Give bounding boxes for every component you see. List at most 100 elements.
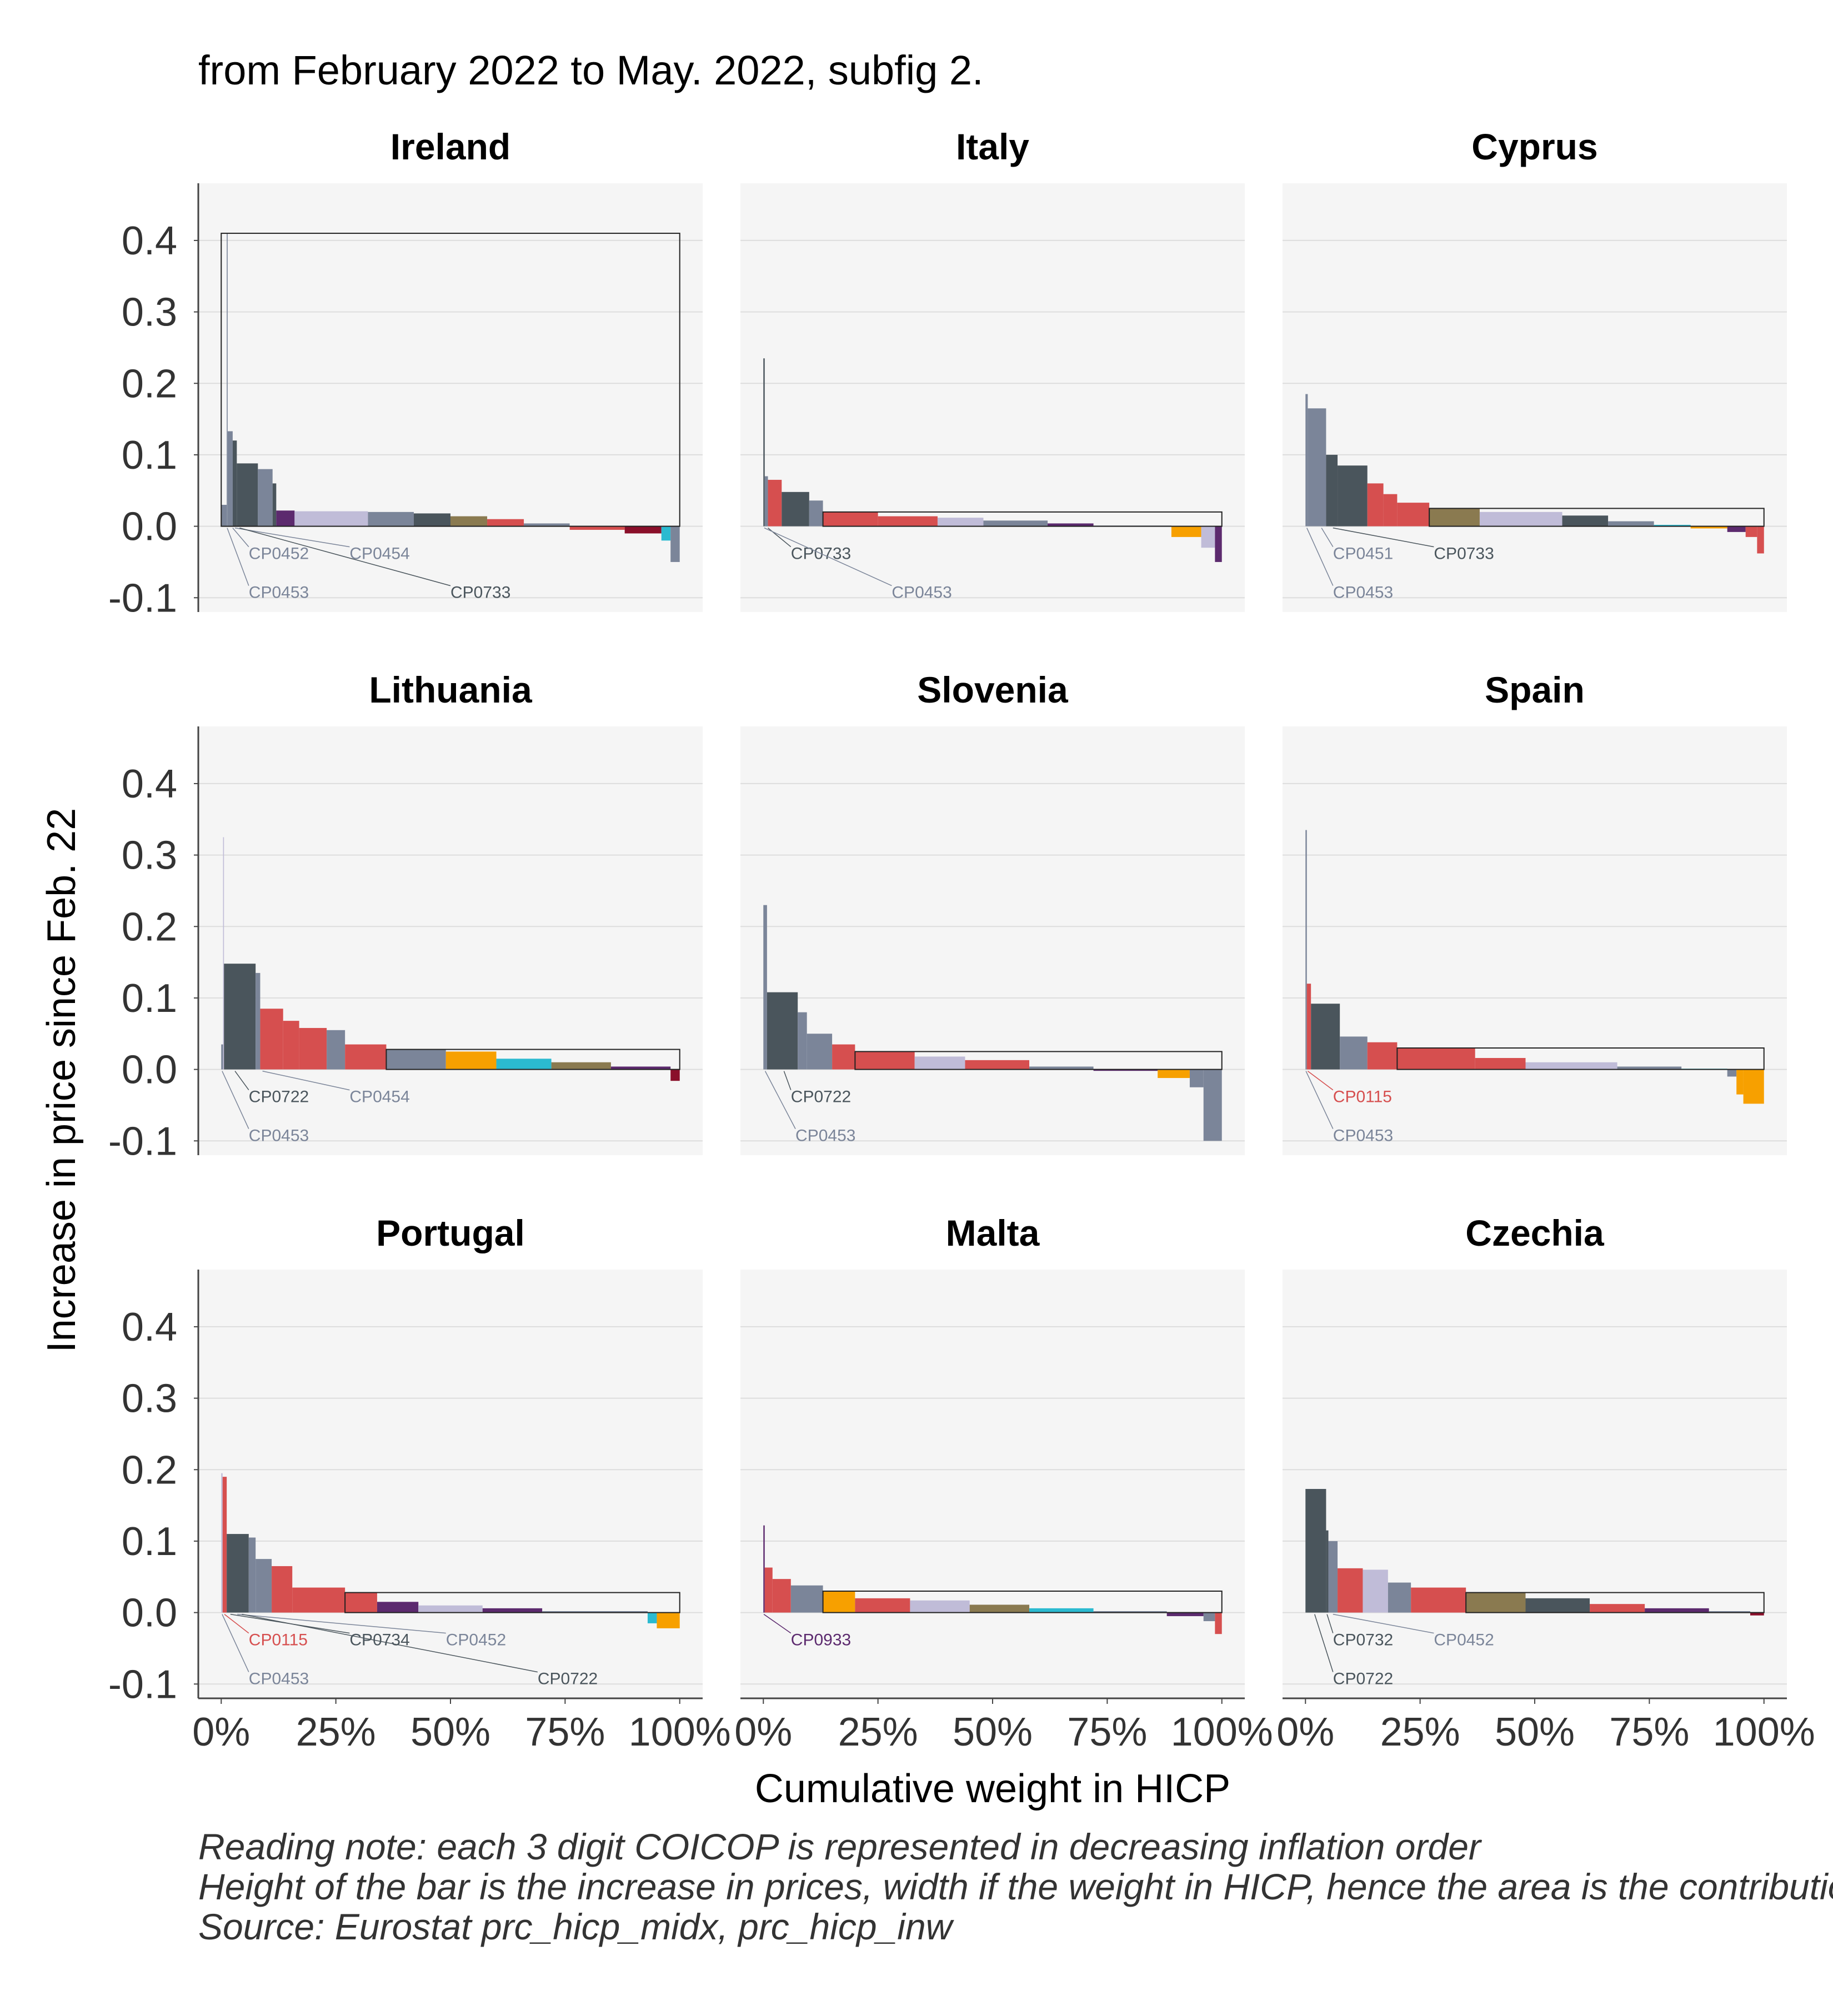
bar <box>294 511 368 526</box>
bar <box>798 1012 807 1070</box>
bar <box>222 1477 227 1613</box>
label-leader <box>1307 1070 1334 1091</box>
panel-title: Italy <box>956 126 1029 167</box>
bar <box>823 1591 855 1613</box>
label-leader <box>227 528 249 586</box>
tail-outline <box>1396 1047 1765 1070</box>
bar <box>260 1009 283 1070</box>
y-tick-label: 0.3 <box>122 290 177 335</box>
y-tick-label: 0.4 <box>122 1305 177 1350</box>
bar <box>1383 494 1398 526</box>
tail-outline <box>822 1591 1223 1613</box>
tail-outline <box>1429 508 1765 527</box>
label-leader <box>222 1614 249 1672</box>
caption-line-3: Source: Eurostat prc_hicp_midx, prc_hicp… <box>198 1906 955 1947</box>
bar <box>276 510 295 526</box>
label-leader <box>763 1613 792 1634</box>
panel-background <box>198 726 703 1155</box>
coicop-label: CP0452 <box>249 545 309 563</box>
bar <box>1215 1612 1222 1634</box>
bar <box>1305 394 1308 526</box>
bar <box>227 1534 249 1613</box>
coicop-label: CP0722 <box>538 1670 598 1688</box>
bar <box>763 905 767 1070</box>
y-tick-label: -0.1 <box>108 576 177 620</box>
bar <box>1338 1568 1363 1613</box>
bar <box>1690 526 1727 529</box>
bar <box>299 1027 327 1070</box>
bar <box>1305 1489 1326 1613</box>
x-tick-label: 50% <box>1495 1710 1575 1754</box>
bar <box>1367 483 1384 526</box>
panel-slovenia: Slovenia CP0722 CP0453 <box>740 669 1245 1155</box>
bar <box>445 1051 497 1070</box>
bar <box>855 1051 915 1070</box>
x-tick-label: 50% <box>410 1710 490 1754</box>
y-tick-label: -0.1 <box>108 1662 177 1707</box>
bar <box>670 1069 680 1081</box>
x-tick-label: 25% <box>838 1710 918 1754</box>
label-leader <box>234 1071 249 1091</box>
y-tick-label: 0.0 <box>122 505 177 549</box>
y-tick-label: 0.4 <box>122 762 177 806</box>
bar <box>807 1034 833 1070</box>
bar <box>1311 1004 1340 1070</box>
panel-background <box>740 726 1245 1155</box>
x-tick-label: 75% <box>1609 1710 1689 1754</box>
x-tick-label: 0% <box>1276 1710 1334 1754</box>
tail-outline <box>344 1592 680 1613</box>
label-leader <box>262 1070 350 1091</box>
y-tick-label: -0.1 <box>108 1119 177 1164</box>
bar <box>764 1567 773 1613</box>
bar <box>221 505 227 526</box>
x-tick-label: 0% <box>192 1710 250 1754</box>
panel-title: Slovenia <box>917 669 1069 710</box>
bar <box>937 518 984 526</box>
label-leader <box>232 528 249 548</box>
label-leader <box>1306 528 1334 586</box>
panel-malta: Malta 0% 25% 50% 75% 100% CP0933 <box>734 1212 1273 1754</box>
coicop-label: CP0734 <box>349 1631 409 1649</box>
bar <box>482 1608 543 1613</box>
bar <box>1562 515 1609 526</box>
y-tick-label: 0.1 <box>122 976 177 1021</box>
label-leader <box>1305 1071 1334 1129</box>
bar <box>1525 1062 1617 1070</box>
panel-background <box>1283 726 1787 1155</box>
panel-czechia: Czechia 0% 25% 50% 75% 100% CP0732 CP0452 CP0722 <box>1276 1212 1815 1754</box>
x-tick-label: 0% <box>734 1710 792 1754</box>
label-leader <box>222 1071 249 1129</box>
bar <box>227 431 233 526</box>
bar <box>256 1559 272 1613</box>
label-leader <box>764 527 892 586</box>
bar <box>1709 1611 1750 1613</box>
bar <box>1617 1066 1682 1070</box>
y-tick-label: 0.1 <box>122 433 177 478</box>
bar <box>969 1604 1030 1613</box>
bar <box>782 492 809 526</box>
panel-background <box>1283 1270 1787 1698</box>
y-tick-label: 0.2 <box>122 905 177 949</box>
panel-italy: ItalyCP0733CP0453 <box>740 126 1245 612</box>
bar <box>1727 1069 1737 1077</box>
panel-cyprus: Cyprus CP0451 CP0733 CP0453 <box>1283 126 1787 612</box>
bar <box>1189 1069 1204 1087</box>
bar <box>569 526 625 530</box>
bar <box>1093 1069 1158 1071</box>
coicop-label: CP0453 <box>892 584 951 602</box>
bar <box>258 469 273 526</box>
bar <box>345 1592 377 1613</box>
bar <box>1308 408 1326 526</box>
coicop-label: CP0451 <box>1333 545 1393 563</box>
panel-title: Spain <box>1485 669 1585 710</box>
bar <box>1328 1541 1338 1613</box>
bar <box>272 483 277 526</box>
coicop-label: CP0454 <box>349 545 409 563</box>
bar <box>983 520 1048 526</box>
label-leader <box>1326 1614 1334 1633</box>
bar <box>763 1525 765 1613</box>
bar <box>768 479 782 526</box>
label-leader <box>1333 527 1434 548</box>
bar <box>657 1612 680 1628</box>
